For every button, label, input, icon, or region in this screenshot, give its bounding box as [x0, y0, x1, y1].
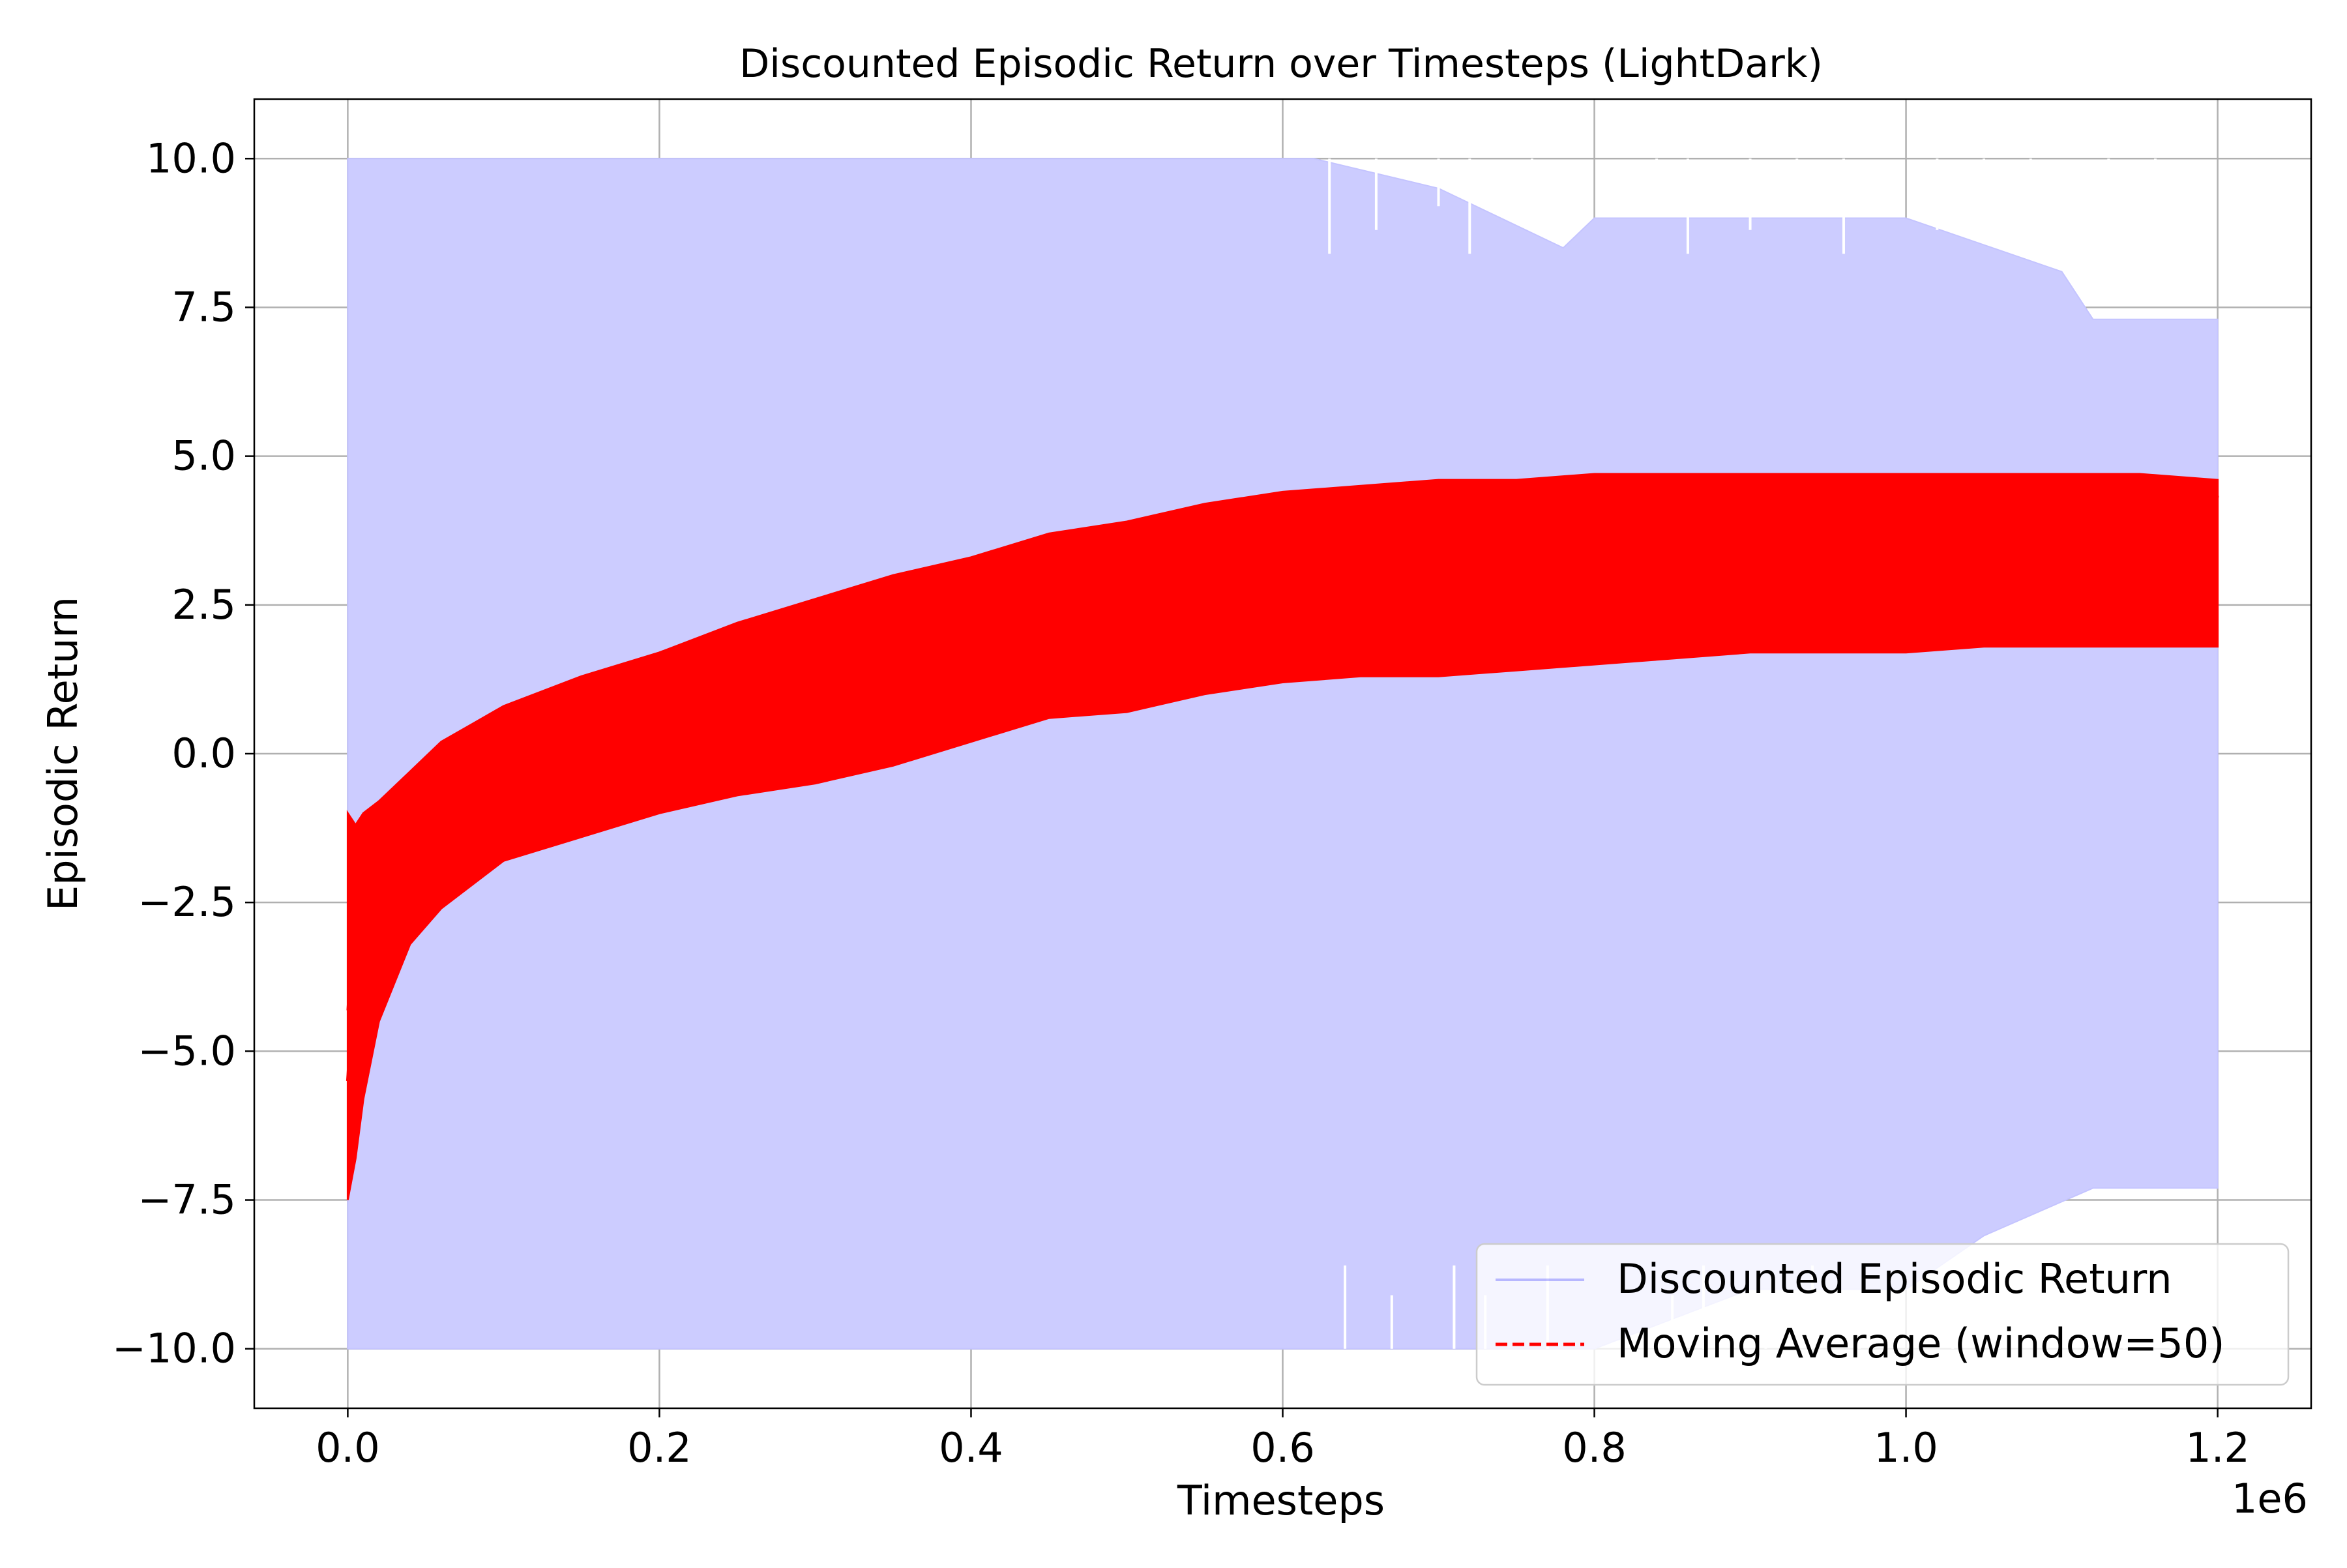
x-tick-label: 1.2 — [2185, 1424, 2250, 1472]
y-tick-label: 5.0 — [171, 432, 236, 480]
chart-title: Discounted Episodic Return over Timestep… — [739, 41, 1823, 87]
x-tick-label: 0.6 — [1250, 1424, 1315, 1472]
raw-return-envelope — [347, 158, 2219, 1350]
y-tick-label: 10.0 — [146, 134, 236, 182]
moving-average-noise-band — [346, 473, 2219, 1200]
legend: Discounted Episodic Return Moving Averag… — [1475, 1243, 2290, 1386]
y-tick-label: −5.0 — [138, 1027, 236, 1074]
moving-average-trace — [346, 475, 2219, 1137]
x-tick-label: 0.0 — [316, 1424, 380, 1472]
x-ticks: 0.0 0.2 0.4 0.6 0.8 1.0 1.2 — [316, 1408, 2250, 1472]
x-tick-label: 0.4 — [939, 1424, 1003, 1472]
moving-average-layer — [346, 473, 2219, 1200]
y-tick-label: 2.5 — [171, 581, 236, 629]
x-tick-label: 1.0 — [1874, 1424, 1938, 1472]
y-ticks: 10.0 7.5 5.0 2.5 0.0 −2.5 −5.0 −7.5 −10.0 — [112, 134, 254, 1372]
x-tick-label: 0.8 — [1562, 1424, 1627, 1472]
y-tick-label: −10.0 — [112, 1325, 236, 1372]
y-axis-label: Episodic Return — [39, 597, 87, 911]
legend-label-raw-return: Discounted Episodic Return — [1617, 1255, 2172, 1303]
y-tick-label: −7.5 — [138, 1176, 236, 1224]
legend-label-moving-average: Moving Average (window=50) — [1617, 1320, 2224, 1367]
x-axis-label: Timesteps — [1177, 1477, 1385, 1524]
legend-box — [1475, 1243, 2290, 1386]
x-tick-label: 0.2 — [627, 1424, 692, 1472]
y-tick-label: −2.5 — [138, 878, 236, 926]
x-axis-offset-label: 1e6 — [2232, 1475, 2308, 1522]
y-tick-label: 7.5 — [171, 283, 236, 331]
moving-average-line — [346, 561, 2218, 1082]
y-tick-label: 0.0 — [171, 730, 236, 777]
